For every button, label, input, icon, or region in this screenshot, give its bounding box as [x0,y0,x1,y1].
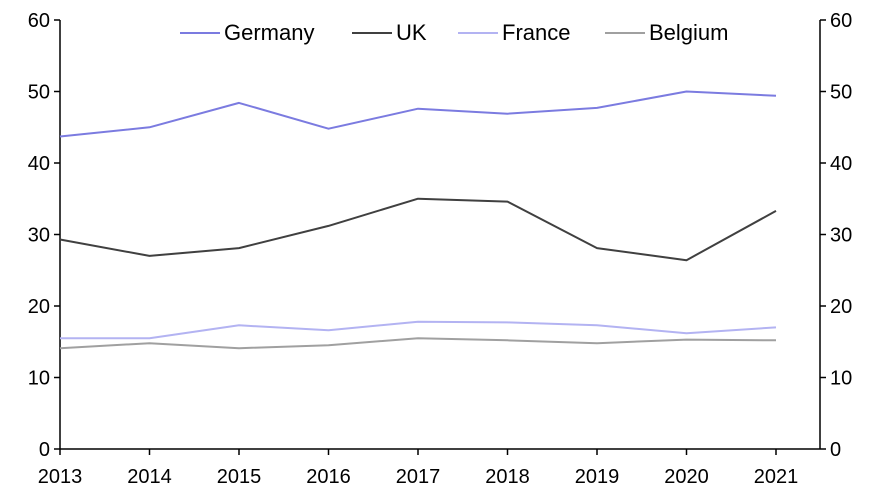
right-y-tick-label: 40 [830,153,852,175]
x-tick-label: 2013 [38,466,83,488]
series-line-uk [59,197,777,262]
x-tick-label: 2021 [754,466,799,488]
x-tick-label: 2018 [485,466,530,488]
right-y-tick-label: 50 [830,82,852,104]
left-y-tick-label: 20 [28,296,50,318]
series-lines [59,90,777,350]
legend-item-uk: UK [352,20,427,45]
right-y-tick-label: 20 [830,296,852,318]
legend-label: UK [396,20,427,45]
right-y-tick-label: 10 [830,368,852,390]
legend-item-france: France [458,20,570,45]
axes [59,20,821,450]
x-tick-label: 2016 [306,466,351,488]
left-y-tick-label: 40 [28,153,50,175]
legend-label: Germany [224,20,314,45]
legend-label: France [502,20,570,45]
right-y-tick-label: 60 [830,10,852,32]
x-tick-label: 2014 [127,466,172,488]
series-line-france [60,320,777,340]
legend-item-germany: Germany [180,20,314,45]
x-tick-label: 2017 [396,466,441,488]
series-line-germany [59,90,777,138]
left-y-tick-label: 30 [28,225,50,247]
right-y-tick-label: 0 [830,439,841,461]
x-tick-label: 2020 [664,466,709,488]
right-y-tick-label: 30 [830,225,852,247]
left-y-tick-label: 0 [39,439,50,461]
series-line-belgium [59,337,777,350]
left-y-tick-label: 10 [28,368,50,390]
left-y-tick-label: 50 [28,82,50,104]
x-tick-label: 2015 [217,466,262,488]
left-y-tick-label: 60 [28,10,50,32]
legend-item-belgium: Belgium [605,20,728,45]
legend-label: Belgium [649,20,728,45]
legend: Germany UK France Belgium [180,20,728,45]
x-tick-label: 2019 [575,466,620,488]
